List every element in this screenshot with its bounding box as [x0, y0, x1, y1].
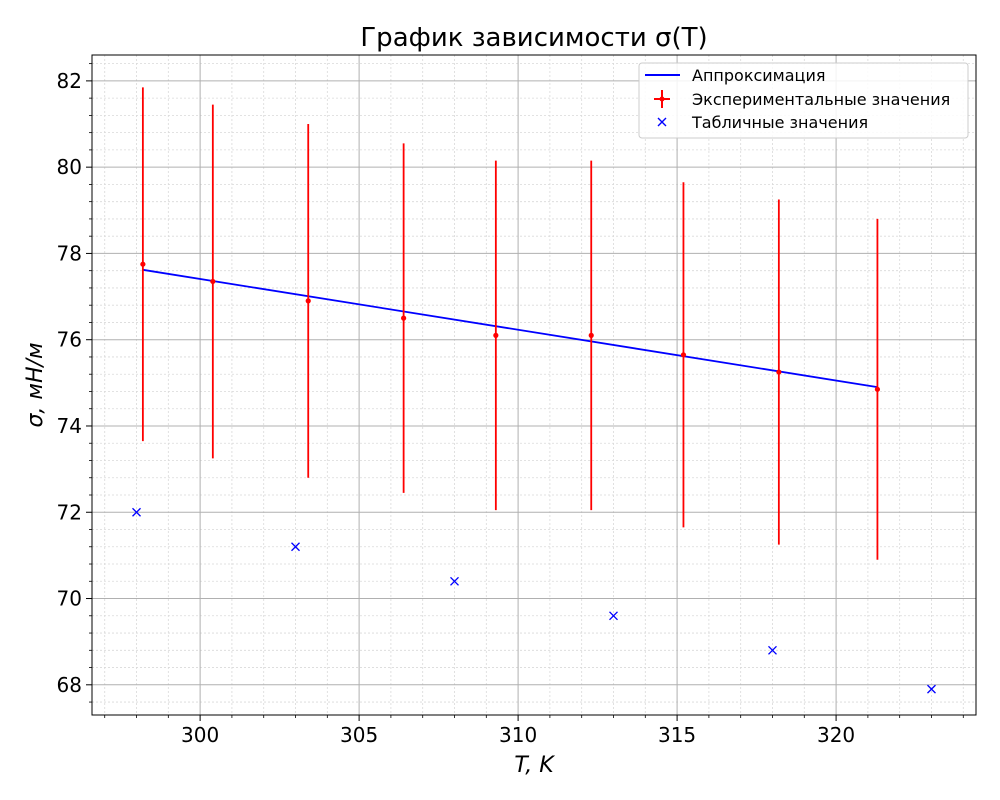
y-tick-label: 74	[57, 414, 82, 438]
x-tick-label: 305	[340, 723, 378, 747]
y-tick-label: 70	[57, 587, 82, 611]
x-tick-label: 315	[658, 723, 696, 747]
table-value-marker	[450, 576, 459, 586]
plot-frame	[91, 54, 977, 716]
y-tick-label: 80	[57, 155, 82, 179]
chart-title: График зависимости σ(T)	[360, 23, 707, 53]
experimental-point	[776, 369, 782, 375]
y-tick-label: 82	[57, 69, 82, 93]
experimental-point	[680, 352, 687, 358]
y-tick-label: 72	[57, 500, 82, 524]
axis-ticks	[86, 63, 964, 721]
x-tick-label: 300	[181, 723, 219, 747]
y-tick-label: 68	[57, 673, 82, 697]
minor-grid	[92, 55, 976, 715]
table-value-marker	[291, 542, 300, 552]
x-axis-label: T, K	[514, 753, 555, 778]
legend-label-experimental: Экспериментальные значения	[692, 90, 950, 109]
table-value-marker	[132, 507, 141, 517]
experimental-point	[305, 298, 311, 304]
x-tick-label: 320	[817, 723, 855, 747]
tick-labels: 300 305 310 315 320 68 70 72 74 76 78 80 82	[57, 69, 856, 747]
experimental-point	[874, 386, 881, 392]
experimental-point	[210, 278, 216, 285]
table-value-marker	[609, 611, 618, 621]
approximation-line	[142, 268, 878, 389]
major-grid	[92, 55, 976, 715]
y-tick-label: 78	[57, 241, 82, 265]
legend-box	[638, 62, 969, 139]
experimental-point	[140, 261, 146, 267]
table-value-marker	[768, 645, 777, 655]
y-axis-label: σ, мН/м	[23, 342, 48, 427]
experimental-point	[493, 332, 499, 338]
series-layer	[132, 87, 936, 694]
legend: Аппроксимация Экспериментальные значения…	[638, 62, 969, 139]
legend-errorbar-swatch-dot	[659, 96, 665, 102]
legend-marker-swatch	[657, 117, 667, 127]
legend-label-approximation: Аппроксимация	[692, 66, 825, 85]
y-tick-label: 76	[57, 328, 82, 352]
experimental-point	[588, 332, 594, 338]
x-tick-label: 310	[499, 723, 537, 747]
legend-label-table: Табличные значения	[691, 113, 868, 132]
table-value-marker	[927, 684, 936, 694]
experimental-point	[401, 315, 407, 321]
